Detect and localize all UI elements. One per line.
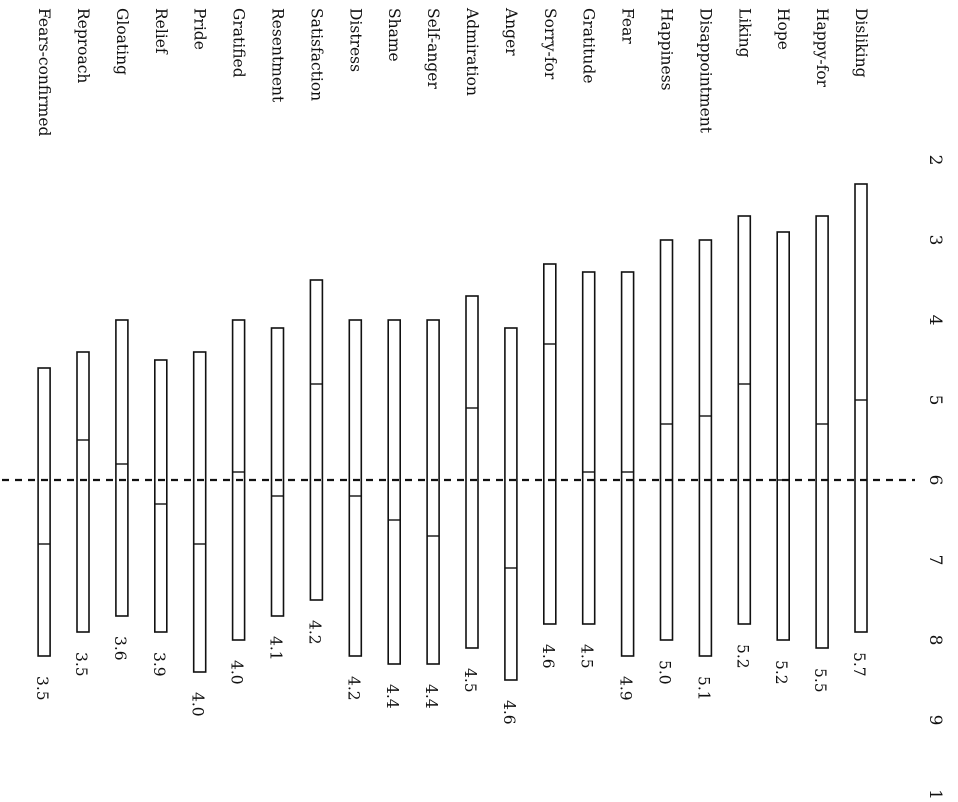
category-label-gloating: Gloating (113, 8, 131, 75)
range-bar-hope (776, 231, 791, 641)
range-bar-reproach (76, 351, 90, 633)
range-bar-gloating (115, 319, 129, 617)
range-bar-resentment (270, 327, 285, 617)
category-label-shame: Shame (385, 8, 403, 62)
value-label-pride: 4.0 (189, 692, 207, 717)
value-label-shame: 4.4 (383, 684, 401, 709)
value-label-liking: 5.2 (733, 644, 751, 669)
category-label-happy-for: Happy-for (813, 8, 831, 88)
axis-tick-label-2: 2 (925, 155, 945, 166)
category-label-disliking: Disliking (852, 8, 870, 78)
value-label-admiration: 4.5 (461, 668, 479, 693)
category-label-relief: Relief (152, 8, 170, 55)
value-label-happy-for: 5.5 (811, 668, 829, 693)
category-label-gratified: Gratified (230, 8, 248, 78)
category-label-pride: Pride (191, 8, 209, 50)
category-label-anger: Anger (502, 7, 520, 56)
value-label-resentment: 4.1 (267, 636, 285, 661)
range-bar-fears-confirmed (37, 367, 51, 657)
value-label-disliking: 5.7 (850, 652, 868, 677)
category-label-fear: Fear (619, 8, 637, 44)
axis-tick-label-5: 5 (925, 395, 945, 406)
axis-tick-label-4: 4 (925, 315, 945, 326)
category-label-admiration: Admiration (463, 7, 481, 96)
category-label-disappointment: Disappointment (696, 8, 714, 134)
category-label-satisfaction: Satisfaction (307, 8, 325, 101)
value-label-anger: 4.6 (500, 700, 518, 725)
axis-tick-label-10: 10 (925, 789, 945, 798)
axis-tick-label-9: 9 (925, 715, 945, 726)
range-bar-disappointment (698, 239, 713, 657)
range-bar-fear (620, 271, 635, 657)
range-bar-shame (387, 319, 402, 665)
range-bar-distress (348, 319, 363, 657)
range-bar-admiration (465, 295, 479, 649)
category-label-resentment: Resentment (269, 8, 287, 103)
axis-tick-label-6: 6 (925, 475, 945, 486)
range-bar-pride (192, 351, 207, 673)
category-label-happiness: Happiness (658, 8, 676, 91)
range-bar-happiness (659, 239, 674, 641)
range-bar-anger (504, 327, 518, 681)
axis-tick-label-7: 7 (925, 555, 945, 566)
bar-layer (37, 183, 868, 681)
range-bar-gratitude (581, 271, 596, 625)
category-label-sorry-for: Sorry-for (541, 8, 559, 80)
value-label-self-anger: 4.4 (422, 684, 440, 709)
category-label-fears-confirmed: Fears-confirmed (35, 8, 53, 137)
value-label-gratified: 4.0 (228, 660, 246, 685)
value-label-layer: 5.7 5.5 5.2 5.2 5.1 5.0 4.9 4.5 4.6 4.6 4.5 4.4 4.4 4… (33, 620, 868, 725)
value-label-gratitude: 4.5 (578, 644, 596, 669)
range-bar-happy-for (815, 215, 829, 649)
value-label-happiness: 5.0 (656, 660, 674, 685)
value-label-satisfaction: 4.2 (305, 620, 323, 645)
value-label-distress: 4.2 (344, 676, 362, 701)
axis-tick-label-3: 3 (925, 235, 945, 246)
category-label-gratitude: Gratitude (580, 8, 598, 84)
value-label-gloating: 3.6 (111, 636, 129, 661)
category-label-reproach: Reproach (74, 8, 92, 83)
range-bar-satisfaction (309, 279, 324, 601)
range-bar-disliking (854, 183, 868, 633)
range-bar-relief (154, 359, 168, 633)
axis-tick-label-8: 8 (925, 635, 945, 646)
category-label-self-anger: Self-anger (424, 8, 442, 89)
range-bar-liking (737, 215, 752, 625)
axis-layer: 2 3 4 5 6 7 8 9 10 (925, 155, 945, 802)
category-label-liking: Liking (735, 8, 753, 58)
value-label-sorry-for: 4.6 (539, 644, 557, 669)
value-label-disappointment: 5.1 (694, 676, 712, 701)
range-bar-self-anger (426, 319, 440, 665)
category-label-hope: Hope (774, 8, 792, 50)
category-label-layer: Disliking Happy-for Hope Liking Disappointme… (35, 7, 870, 137)
value-label-fear: 4.9 (617, 676, 635, 701)
range-bar-sorry-for (542, 263, 557, 625)
value-label-fears-confirmed: 3.5 (33, 676, 51, 701)
value-label-hope: 5.2 (772, 660, 790, 685)
value-label-relief: 3.9 (150, 652, 168, 677)
value-label-reproach: 3.5 (72, 652, 90, 677)
category-label-distress: Distress (346, 8, 364, 72)
